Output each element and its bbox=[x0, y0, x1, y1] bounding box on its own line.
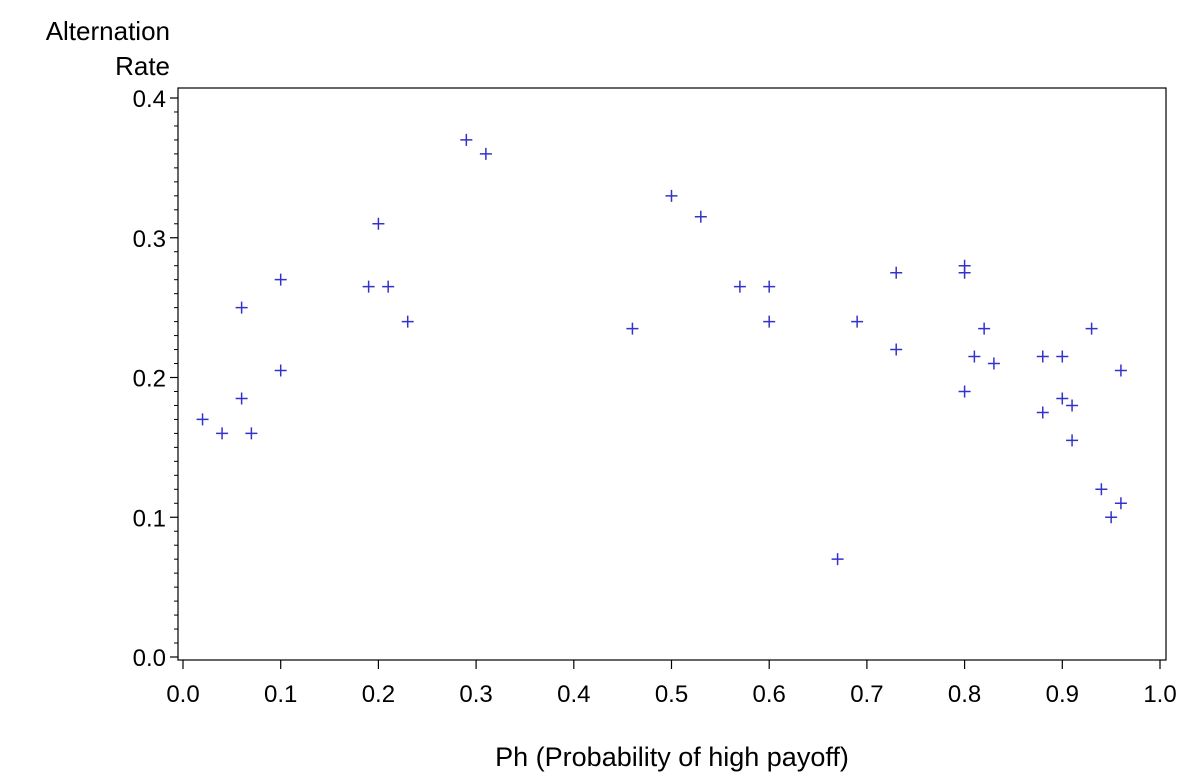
data-point bbox=[479, 147, 492, 160]
data-point bbox=[831, 553, 844, 566]
y-tick-label: 0.0 bbox=[133, 645, 166, 672]
data-point bbox=[1105, 511, 1118, 524]
data-point bbox=[958, 385, 971, 398]
data-point bbox=[763, 315, 776, 328]
data-point bbox=[460, 133, 473, 146]
data-point bbox=[1114, 364, 1127, 377]
x-tick-label: 0.1 bbox=[264, 681, 297, 708]
data-point bbox=[235, 301, 248, 314]
y-tick-label: 0.1 bbox=[133, 505, 166, 532]
data-point bbox=[1066, 399, 1079, 412]
x-tick-label: 0.9 bbox=[1046, 681, 1079, 708]
x-tick-label: 0.8 bbox=[948, 681, 981, 708]
y-axis-ticks: 0.0 0.1 0.2 0.3 0.4 bbox=[133, 86, 178, 672]
data-point bbox=[1036, 406, 1049, 419]
data-point bbox=[235, 392, 248, 405]
data-point bbox=[1095, 483, 1108, 496]
x-axis-ticks: 0.0 0.1 0.2 0.3 0.4 0.5 0.6 0.7 0.8 0.9 1.0 bbox=[166, 660, 1177, 708]
data-point bbox=[245, 427, 258, 440]
data-point bbox=[382, 280, 395, 293]
x-tick-label: 0.6 bbox=[753, 681, 786, 708]
y-axis-label-line1: Alternation bbox=[46, 16, 170, 46]
data-point bbox=[196, 413, 209, 426]
data-point bbox=[401, 315, 414, 328]
data-point bbox=[851, 315, 864, 328]
plot-frame bbox=[177, 87, 1167, 661]
data-point bbox=[1114, 497, 1127, 510]
data-point bbox=[665, 189, 678, 202]
data-point bbox=[958, 266, 971, 279]
data-point bbox=[1066, 434, 1079, 447]
x-tick-label: 0.4 bbox=[557, 681, 590, 708]
x-tick-label: 1.0 bbox=[1143, 681, 1176, 708]
data-point bbox=[733, 280, 746, 293]
x-tick-label: 0.0 bbox=[166, 681, 199, 708]
y-tick-label: 0.2 bbox=[133, 366, 166, 393]
data-point bbox=[890, 343, 903, 356]
x-tick-label: 0.3 bbox=[459, 681, 492, 708]
x-tick-label: 0.2 bbox=[362, 681, 395, 708]
data-point bbox=[763, 280, 776, 293]
y-axis-label-line2: Rate bbox=[115, 51, 170, 81]
data-point bbox=[216, 427, 229, 440]
data-point bbox=[890, 266, 903, 279]
data-point bbox=[968, 350, 981, 363]
data-point bbox=[1056, 392, 1069, 405]
data-point bbox=[1056, 350, 1069, 363]
data-point bbox=[626, 322, 639, 335]
x-axis-label: Ph (Probability of high payoff) bbox=[495, 742, 849, 772]
x-tick-label: 0.5 bbox=[655, 681, 688, 708]
x-tick-label: 0.7 bbox=[850, 681, 883, 708]
data-point bbox=[1085, 322, 1098, 335]
data-point bbox=[274, 273, 287, 286]
data-point bbox=[987, 357, 1000, 370]
data-point bbox=[274, 364, 287, 377]
y-tick-label: 0.3 bbox=[133, 226, 166, 253]
data-point bbox=[372, 217, 385, 230]
data-point bbox=[1036, 350, 1049, 363]
y-axis-minor-ticks bbox=[174, 111, 178, 644]
data-point bbox=[362, 280, 375, 293]
data-points bbox=[196, 133, 1127, 566]
y-tick-label: 0.4 bbox=[133, 86, 166, 113]
data-point bbox=[978, 322, 991, 335]
data-point bbox=[694, 210, 707, 223]
